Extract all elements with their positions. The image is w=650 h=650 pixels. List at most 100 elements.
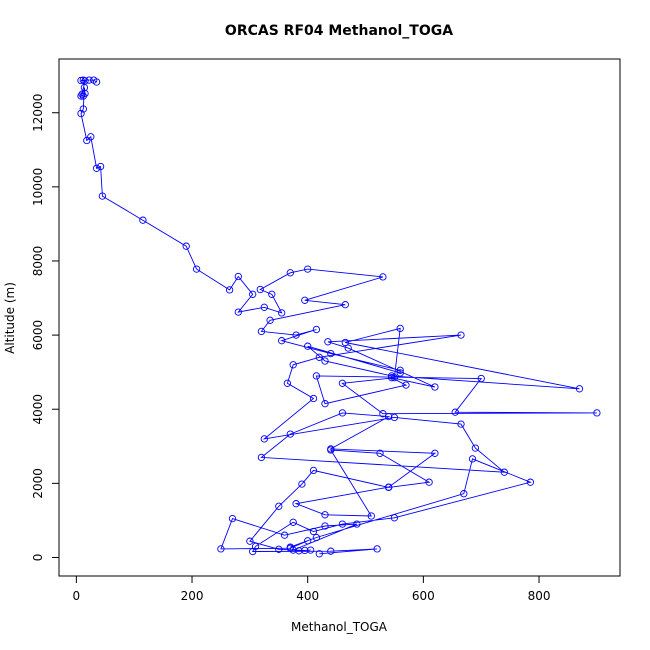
data-point (83, 136, 91, 145)
data-point (304, 537, 312, 545)
x-tick-label: 800 (528, 589, 551, 603)
data-point (298, 480, 306, 488)
data-point (292, 331, 300, 339)
data-point (338, 409, 347, 417)
data-point (182, 242, 190, 250)
y-tick-label: 12000 (31, 94, 45, 132)
data-point (260, 303, 268, 311)
data-point (402, 381, 410, 389)
data-point (460, 490, 468, 498)
data-point (315, 353, 323, 361)
data-point (283, 379, 292, 387)
data-point (457, 331, 465, 339)
data-point (249, 290, 257, 298)
data-point (246, 537, 254, 545)
data-point (477, 374, 485, 383)
data-point (286, 269, 294, 277)
data-point (249, 547, 257, 556)
data-point (500, 468, 508, 476)
data-point (425, 478, 433, 486)
data-point (321, 522, 329, 530)
data-point (321, 511, 329, 519)
data-point (275, 502, 283, 510)
data-point (309, 466, 318, 475)
data-point (379, 410, 387, 418)
data-point (431, 449, 439, 457)
data-point (390, 374, 399, 382)
data-point (85, 76, 93, 84)
data-point (278, 309, 286, 317)
data-point (301, 546, 309, 555)
data-point (309, 394, 318, 403)
y-tick-label: 8000 (31, 246, 45, 277)
data-point (327, 547, 335, 555)
data-point (390, 413, 399, 422)
data-point (301, 296, 309, 304)
data-point (396, 369, 404, 377)
data-point (257, 327, 266, 336)
y-tick-label: 2000 (31, 468, 45, 499)
data-point (260, 435, 268, 443)
data-point (379, 273, 387, 281)
data-point (321, 400, 329, 408)
data-point (306, 546, 315, 554)
data-point (234, 308, 242, 316)
data-point (286, 430, 294, 438)
data-point (304, 265, 312, 273)
data-point (344, 344, 352, 352)
data-point (289, 518, 297, 526)
data-point (234, 272, 242, 281)
data-point (312, 372, 321, 380)
data-point (228, 514, 237, 523)
x-tick-label: 200 (181, 589, 204, 603)
data-point (315, 550, 323, 558)
data-point (385, 412, 393, 421)
data-point (256, 285, 264, 294)
data-point (396, 366, 404, 374)
data-point (341, 338, 349, 347)
x-tick-label: 400 (296, 589, 319, 603)
data-point (309, 527, 318, 536)
data-point (593, 409, 601, 417)
data-point (376, 449, 384, 457)
data-point (257, 453, 266, 462)
data-point (217, 545, 225, 553)
data-point (80, 83, 89, 92)
x-axis-label: Methanol_TOGA (291, 620, 388, 634)
y-tick-label: 10000 (31, 168, 45, 206)
x-tick-label: 0 (73, 589, 81, 603)
data-point (390, 514, 399, 522)
data-point (471, 444, 480, 452)
data-point (387, 374, 396, 382)
y-axis: 0 2000 4000 6000 8000 10000 12000 (31, 94, 60, 562)
data-point (353, 520, 361, 528)
data-point (575, 385, 584, 393)
data-point (286, 543, 294, 551)
y-tick-label: 4000 (31, 394, 45, 425)
data-point (77, 109, 85, 118)
data-point (78, 90, 86, 98)
y-tick-label: 0 (31, 554, 45, 562)
data-point (192, 265, 201, 273)
data-point (268, 290, 276, 298)
data-point (139, 216, 147, 224)
data-series (77, 76, 601, 558)
data-point (338, 379, 347, 387)
y-axis-label: Altitude (m) (3, 282, 17, 354)
data-point (526, 478, 535, 486)
data-point (468, 455, 477, 463)
data-point (225, 286, 234, 294)
data-point (289, 361, 297, 369)
data-point (312, 325, 321, 334)
data-point (457, 420, 465, 428)
data-point (280, 531, 289, 539)
data-point (77, 92, 85, 100)
data-point (96, 162, 105, 171)
x-axis: 0 200 400 600 800 (73, 575, 551, 603)
data-point (367, 512, 375, 520)
data-point (324, 338, 332, 346)
data-point (304, 342, 312, 350)
data-point (338, 520, 347, 528)
data-point (385, 483, 393, 492)
